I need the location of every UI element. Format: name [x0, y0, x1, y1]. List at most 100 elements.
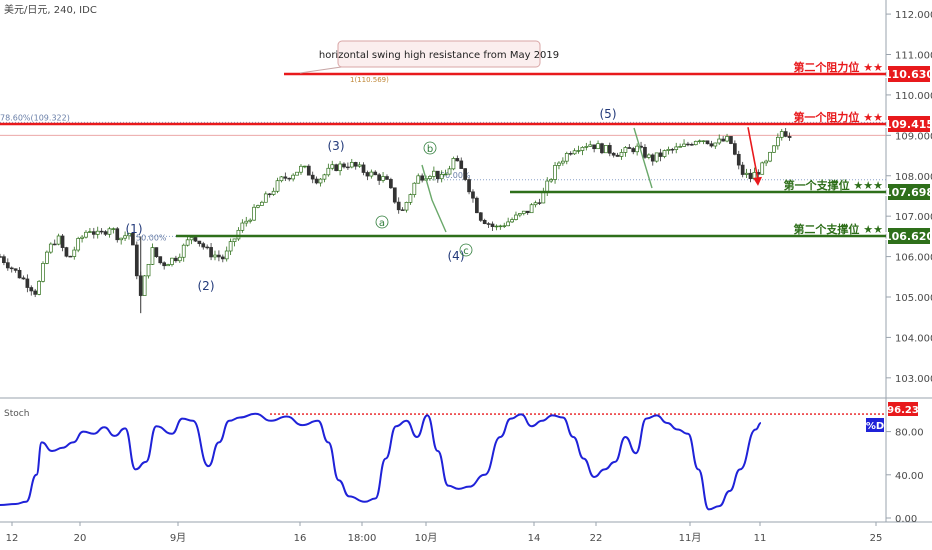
candle-body — [287, 177, 292, 180]
candle-body — [463, 168, 467, 180]
candle-body — [588, 144, 593, 147]
candle-body — [627, 147, 632, 149]
candle-body — [416, 175, 421, 184]
candle-body — [80, 236, 84, 239]
price-tick-label: 104.000 — [895, 333, 932, 344]
candle-body — [205, 246, 210, 249]
candle-body — [740, 164, 745, 175]
candle-body — [682, 143, 686, 147]
candle-body — [220, 256, 225, 260]
level-price-tag — [888, 66, 930, 82]
price-tick-label: 105.000 — [895, 293, 932, 304]
stoch-series-tag: %D — [866, 418, 884, 432]
candle-body — [600, 143, 604, 154]
level-price-tag — [888, 228, 930, 244]
candle-body — [267, 193, 272, 196]
candle-body — [357, 164, 362, 167]
time-tick-label: 11 — [754, 533, 767, 544]
candle-body — [334, 164, 339, 172]
candle-body — [201, 243, 206, 248]
candle-body — [9, 267, 14, 270]
candle-body — [643, 146, 647, 158]
candle-body — [451, 158, 456, 170]
candle-body — [162, 262, 167, 267]
price-tick-label: 108.000 — [895, 172, 932, 183]
candle-body — [518, 213, 522, 216]
time-tick-label: 18:00 — [348, 533, 377, 544]
candle-body — [2, 256, 6, 263]
candle-body — [764, 160, 768, 164]
candle-body — [349, 162, 354, 168]
wave-circle — [423, 141, 437, 155]
candle-body — [502, 225, 507, 227]
wave-label: (3) — [328, 139, 345, 153]
wave-label: (5) — [600, 107, 617, 121]
candle-body — [475, 197, 479, 214]
candle-body — [330, 164, 335, 169]
candle-body — [748, 172, 753, 180]
candle-body — [342, 163, 346, 168]
callout-text: horizontal swing high resistance from Ma… — [319, 50, 559, 61]
candle-body — [240, 222, 245, 231]
candle-body — [510, 219, 514, 223]
candle-body — [658, 152, 663, 157]
candle-body — [52, 243, 57, 246]
wave-label: (1) — [126, 222, 143, 236]
stochastic-pane: 0.00 40.00 80.00 — [0, 412, 924, 525]
candle-body — [271, 190, 276, 195]
candle-body — [318, 178, 323, 184]
candles — [0, 127, 792, 314]
level-label: 第一个支撑位 ★★★ — [784, 178, 884, 192]
candle-body — [619, 152, 624, 157]
candle-body — [713, 142, 718, 147]
candle-body — [197, 240, 202, 245]
candle-body — [217, 254, 221, 258]
candle-body — [408, 194, 413, 203]
wave-label: a — [379, 218, 385, 229]
wave-circle — [375, 215, 389, 229]
stoch-series-text: %D — [866, 421, 884, 432]
candle-body — [396, 201, 401, 211]
time-tick-label: 11月 — [679, 532, 702, 544]
candle-body — [174, 257, 178, 262]
candle-body — [275, 180, 280, 192]
elliott-wave-labels: (1) (2) (3) (4) (5) a b c — [126, 107, 653, 293]
chart-title: 美元/日元, 240, IDC — [4, 3, 97, 16]
candle-body — [41, 263, 45, 282]
candle-body — [482, 219, 487, 225]
price-axis[interactable]: 103.000 104.000 105.000 106.000 107.000 108.0… — [886, 10, 932, 385]
candle-body — [103, 231, 108, 235]
time-axis[interactable]: 12 20 9月 16 18:00 10月 14 22 11月 11 25 — [6, 522, 883, 544]
resistance-callout: horizontal swing high resistance from Ma… — [299, 40, 559, 84]
candle-body — [455, 158, 460, 162]
candle-body — [576, 150, 581, 152]
candle-body — [236, 229, 241, 240]
wave-path — [421, 164, 447, 233]
price-tick-label: 106.000 — [895, 253, 932, 264]
time-tick-label: 20 — [74, 533, 87, 544]
candle-body — [607, 145, 612, 154]
candle-body — [150, 247, 155, 265]
candle-body — [670, 149, 675, 151]
candle-body — [299, 165, 303, 173]
wave-label: b — [427, 144, 433, 155]
candle-body — [279, 176, 284, 182]
candle-body — [33, 290, 38, 295]
candle-body — [25, 278, 30, 288]
candle-body — [326, 167, 331, 176]
candle-body — [420, 175, 425, 181]
candle-body — [592, 144, 596, 150]
candle-body — [478, 212, 483, 221]
candle-body — [525, 210, 530, 214]
wave-label: c — [463, 246, 469, 257]
fib-label: 78.60%(109.322) — [0, 113, 70, 122]
stoch-tick-label: 0.00 — [895, 514, 917, 525]
candle-body — [365, 172, 370, 177]
candle-body — [733, 143, 737, 155]
candle-body — [166, 264, 170, 267]
candle-body — [146, 263, 151, 277]
candle-body — [256, 205, 260, 208]
candle-body — [306, 165, 311, 176]
candle-body — [177, 256, 182, 262]
